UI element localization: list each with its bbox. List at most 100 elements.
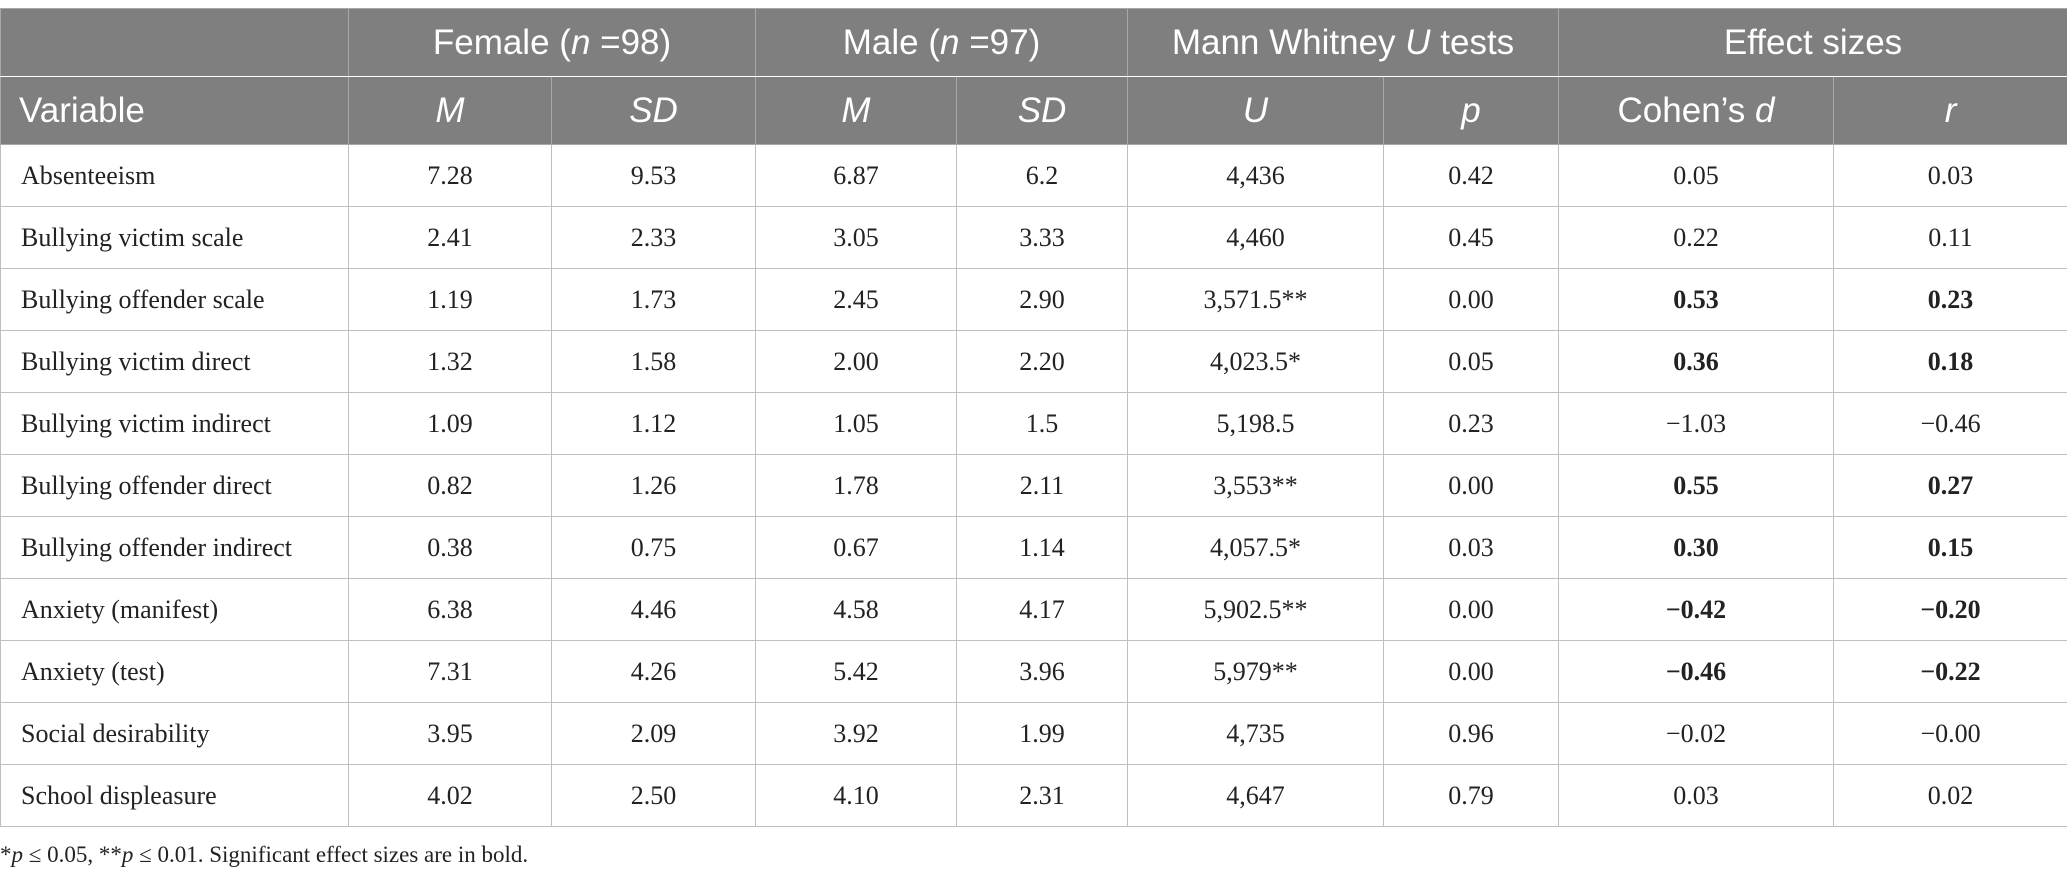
cell-variable: Bullying victim scale: [0, 206, 349, 269]
cell-female-mean: 7.28: [348, 144, 552, 207]
cell-r: −0.46: [1833, 392, 2067, 455]
table-footnote: *p ≤ 0.05, **p ≤ 0.01. Significant effec…: [0, 842, 529, 867]
cell-cohens-d: −1.03: [1558, 392, 1835, 455]
cell-variable: Social desirability: [0, 702, 349, 765]
cell-female-sd: 4.26: [551, 640, 756, 703]
cell-cohens-d: 0.55: [1558, 454, 1835, 517]
cell-female-sd: 9.53: [551, 144, 756, 207]
cell-male-mean: 2.45: [755, 268, 957, 331]
cell-cohens-d: 0.53: [1558, 268, 1835, 331]
cell-male-mean: 4.58: [755, 578, 957, 641]
table-row: Anxiety (manifest) 6.38 4.46 4.58 4.17 5,902.…: [0, 578, 2067, 641]
column-header-u: U: [1127, 76, 1384, 145]
cell-male-sd: 2.31: [956, 764, 1128, 827]
cell-male-sd: 1.99: [956, 702, 1128, 765]
cell-male-sd: 1.14: [956, 516, 1128, 579]
table-row: Absenteeism 7.28 9.53 6.87 6.2 4,436 0.42 0.05 0…: [0, 144, 2067, 207]
cell-female-mean: 1.32: [348, 330, 552, 393]
cell-male-sd: 4.17: [956, 578, 1128, 641]
group-header-blank: [0, 8, 349, 77]
cell-male-sd: 3.33: [956, 206, 1128, 269]
table-row: Bullying victim direct 1.32 1.58 2.00 2.20 4,…: [0, 330, 2067, 393]
cell-male-mean: 6.87: [755, 144, 957, 207]
cell-p: 0.03: [1382, 516, 1560, 579]
cell-u: 4,460: [1127, 206, 1384, 269]
cell-male-sd: 6.2: [956, 144, 1128, 207]
cell-female-mean: 0.82: [348, 454, 552, 517]
column-header-female-mean: M: [348, 76, 552, 145]
column-header-male-sd: SD: [956, 76, 1128, 145]
cell-female-mean: 7.31: [348, 640, 552, 703]
cell-female-sd: 0.75: [551, 516, 756, 579]
cell-cohens-d: −0.46: [1558, 640, 1835, 703]
cell-r: 0.18: [1833, 330, 2067, 393]
table-row: Anxiety (test) 7.31 4.26 5.42 3.96 5,979** 0.0…: [0, 640, 2067, 703]
column-header-p: p: [1382, 76, 1560, 145]
cell-r: −0.00: [1833, 702, 2067, 765]
cell-variable: Bullying victim indirect: [0, 392, 349, 455]
cell-p: 0.96: [1382, 702, 1560, 765]
cell-p: 0.00: [1382, 268, 1560, 331]
cell-cohens-d: −0.42: [1558, 578, 1835, 641]
cell-male-sd: 2.90: [956, 268, 1128, 331]
column-header-male-mean: M: [755, 76, 957, 145]
cell-male-mean: 2.00: [755, 330, 957, 393]
cell-cohens-d: 0.03: [1558, 764, 1835, 827]
cell-female-sd: 2.33: [551, 206, 756, 269]
cell-male-mean: 0.67: [755, 516, 957, 579]
cell-r: 0.02: [1833, 764, 2067, 827]
cell-male-mean: 3.92: [755, 702, 957, 765]
cell-r: −0.20: [1833, 578, 2067, 641]
cell-variable: Absenteeism: [0, 144, 349, 207]
column-header-row: Variable M SD M SD U p Cohen’s d r: [0, 76, 2067, 145]
cell-female-mean: 1.09: [348, 392, 552, 455]
cell-u: 4,647: [1127, 764, 1384, 827]
cell-p: 0.42: [1382, 144, 1560, 207]
cell-u: 5,902.5**: [1127, 578, 1384, 641]
table-row: Bullying offender direct 0.82 1.26 1.78 2.11…: [0, 454, 2067, 517]
cell-variable: Bullying offender scale: [0, 268, 349, 331]
cell-r: 0.27: [1833, 454, 2067, 517]
cell-female-sd: 2.50: [551, 764, 756, 827]
cell-u: 5,979**: [1127, 640, 1384, 703]
cell-female-mean: 2.41: [348, 206, 552, 269]
cell-female-sd: 1.26: [551, 454, 756, 517]
cell-male-mean: 5.42: [755, 640, 957, 703]
cell-variable: Bullying victim direct: [0, 330, 349, 393]
cell-r: −0.22: [1833, 640, 2067, 703]
cell-variable: School displeasure: [0, 764, 349, 827]
cell-female-mean: 3.95: [348, 702, 552, 765]
group-header-mann-whitney: Mann Whitney U tests: [1126, 8, 1560, 77]
cell-u: 4,436: [1127, 144, 1384, 207]
cell-cohens-d: 0.22: [1558, 206, 1835, 269]
cell-female-sd: 1.58: [551, 330, 756, 393]
table-row: Bullying victim indirect 1.09 1.12 1.05 1.5 5…: [0, 392, 2067, 455]
table-body: Absenteeism 7.28 9.53 6.87 6.2 4,436 0.42 0.05 0…: [0, 144, 2067, 827]
cell-female-sd: 1.12: [551, 392, 756, 455]
group-header-male: Male (n =97): [755, 8, 1128, 77]
cell-r: 0.11: [1833, 206, 2067, 269]
cell-variable: Anxiety (test): [0, 640, 349, 703]
column-header-r: r: [1833, 76, 2067, 145]
cell-cohens-d: 0.30: [1558, 516, 1835, 579]
group-header-effect-sizes: Effect sizes: [1558, 8, 2067, 77]
table-row: School displeasure 4.02 2.50 4.10 2.31 4,647 0…: [0, 764, 2067, 827]
cell-male-sd: 2.20: [956, 330, 1128, 393]
cell-male-mean: 1.78: [755, 454, 957, 517]
table-row: Bullying offender scale 1.19 1.73 2.45 2.90 3…: [0, 268, 2067, 331]
table-row: Social desirability 3.95 2.09 3.92 1.99 4,735…: [0, 702, 2067, 765]
cell-cohens-d: −0.02: [1558, 702, 1835, 765]
column-header-female-sd: SD: [551, 76, 756, 145]
cell-variable: Bullying offender indirect: [0, 516, 349, 579]
cell-male-mean: 3.05: [755, 206, 957, 269]
cell-male-mean: 1.05: [755, 392, 957, 455]
cell-cohens-d: 0.05: [1558, 144, 1835, 207]
cell-female-mean: 4.02: [348, 764, 552, 827]
cell-male-sd: 2.11: [956, 454, 1128, 517]
results-table: Female (n =98) Male (n =97) Mann Whitney…: [0, 8, 2067, 827]
cell-u: 4,023.5*: [1127, 330, 1384, 393]
cell-variable: Anxiety (manifest): [0, 578, 349, 641]
cell-r: 0.15: [1833, 516, 2067, 579]
cell-cohens-d: 0.36: [1558, 330, 1835, 393]
cell-male-mean: 4.10: [755, 764, 957, 827]
